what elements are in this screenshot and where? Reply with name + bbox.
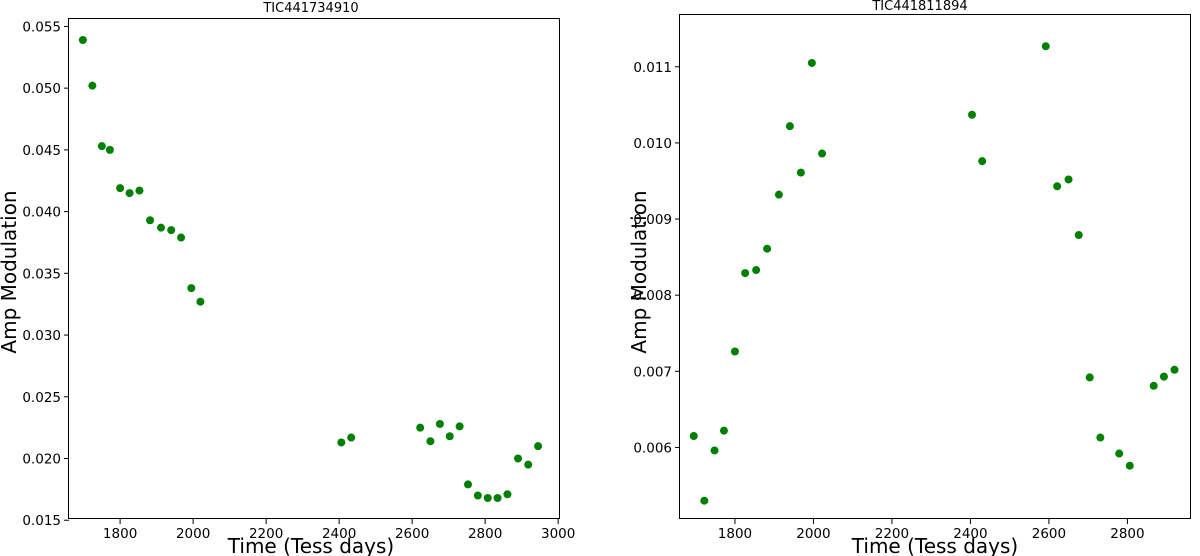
x-tick-label: 3000 [541,526,575,542]
data-point [730,347,739,356]
x-tick-label: 2600 [395,526,429,542]
data-point [1041,42,1050,51]
y-tick-label: 0.006 [633,440,672,456]
data-point [455,422,464,431]
y-tick-label: 0.011 [633,60,672,76]
data-point [78,35,87,44]
chart-panel-right: TIC441811894 1800 2000 2200 2400 2600 2800 0.0… [627,0,1191,556]
x-axis-label: Time (Tess days) [227,534,394,556]
data-point [167,226,176,235]
data-point [337,438,346,447]
x-tick-label: 2400 [322,526,356,542]
data-point [177,233,186,242]
chart-title: TIC441811894 [871,0,967,14]
data-point [763,244,772,253]
y-tick-label: 0.045 [22,143,61,159]
data-point [493,494,502,503]
tick-group: 1800 2000 2200 2400 2600 2800 0.006 0.007 0.008 0… [633,60,1144,542]
y-tick-label: 0.009 [633,212,672,228]
x-tick-label: 2800 [468,526,502,542]
x-tick-label: 2800 [1110,526,1144,542]
data-point [483,494,492,503]
data-point [774,190,783,199]
data-point [700,496,709,505]
x-tick-label: 2000 [176,526,210,542]
data-point [426,437,435,446]
data-point [741,269,750,278]
data-point [1096,433,1105,442]
y-tick-label: 0.008 [633,288,672,304]
data-point [689,432,698,441]
data-point [88,81,97,90]
y-tick-label: 0.010 [633,136,672,152]
x-tick-label: 1800 [718,526,752,542]
data-point [719,426,728,435]
data-point [534,442,543,451]
x-axis-label: Time (Tess days) [851,534,1018,556]
data-point [156,223,165,232]
y-axis-label: Amp Modulation [627,190,651,353]
data-point [514,454,523,463]
data-point [97,142,106,151]
data-point [1149,381,1158,390]
x-tick-label: 2000 [796,526,830,542]
data-point [187,284,196,293]
data-point [445,432,454,441]
data-point [503,490,512,499]
data-point [524,460,533,469]
data-point [818,149,827,158]
y-tick-label: 0.025 [22,390,61,406]
chart-title: TIC441734910 [262,1,358,16]
data-point [105,145,114,154]
data-point [1170,365,1179,374]
y-tick-label: 0.040 [22,205,61,221]
data-point [146,216,155,225]
data-point [464,480,473,489]
y-tick-label: 0.035 [22,266,61,282]
data-point [785,122,794,131]
data-point [1053,182,1062,191]
plot-frame [679,14,1191,519]
x-tick-label: 2400 [953,526,987,542]
data-point [710,446,719,455]
y-axis-label: Amp Modulation [0,190,21,353]
y-tick-label: 0.050 [22,81,61,97]
data-point [1115,449,1124,458]
data-point-group [78,35,543,503]
data-point [435,419,444,428]
plot-frame [68,18,560,519]
data-point [473,491,482,500]
data-point [1064,175,1073,184]
data-point [752,266,761,275]
data-point [978,157,987,166]
data-point [807,58,816,67]
data-point [1159,372,1168,381]
y-tick-label: 0.007 [633,364,672,380]
y-tick-label: 0.015 [22,513,61,529]
data-point [135,186,144,195]
data-point [125,189,134,198]
x-tick-label: 2200 [249,526,283,542]
x-tick-label: 2600 [1032,526,1066,542]
data-point [416,423,425,432]
y-tick-label: 0.055 [22,19,61,35]
y-tick-label: 0.020 [22,452,61,468]
data-point-group [689,42,1179,505]
data-point [968,110,976,119]
data-point [116,184,125,193]
data-point [196,297,205,306]
y-tick-label: 0.030 [22,328,61,344]
tick-group: 1800 2000 2200 2400 2600 2800 3000 0.015 0.020 0.… [22,19,575,542]
x-tick-label: 1800 [103,526,137,542]
chart-panel-left: TIC441734910 1800 2000 2200 2400 2600 2800 300… [0,1,575,556]
data-point [1074,231,1083,240]
data-point [796,168,805,177]
data-point [347,433,356,442]
x-tick-label: 2200 [875,526,909,542]
data-point [1125,461,1134,470]
data-point [1085,373,1094,382]
